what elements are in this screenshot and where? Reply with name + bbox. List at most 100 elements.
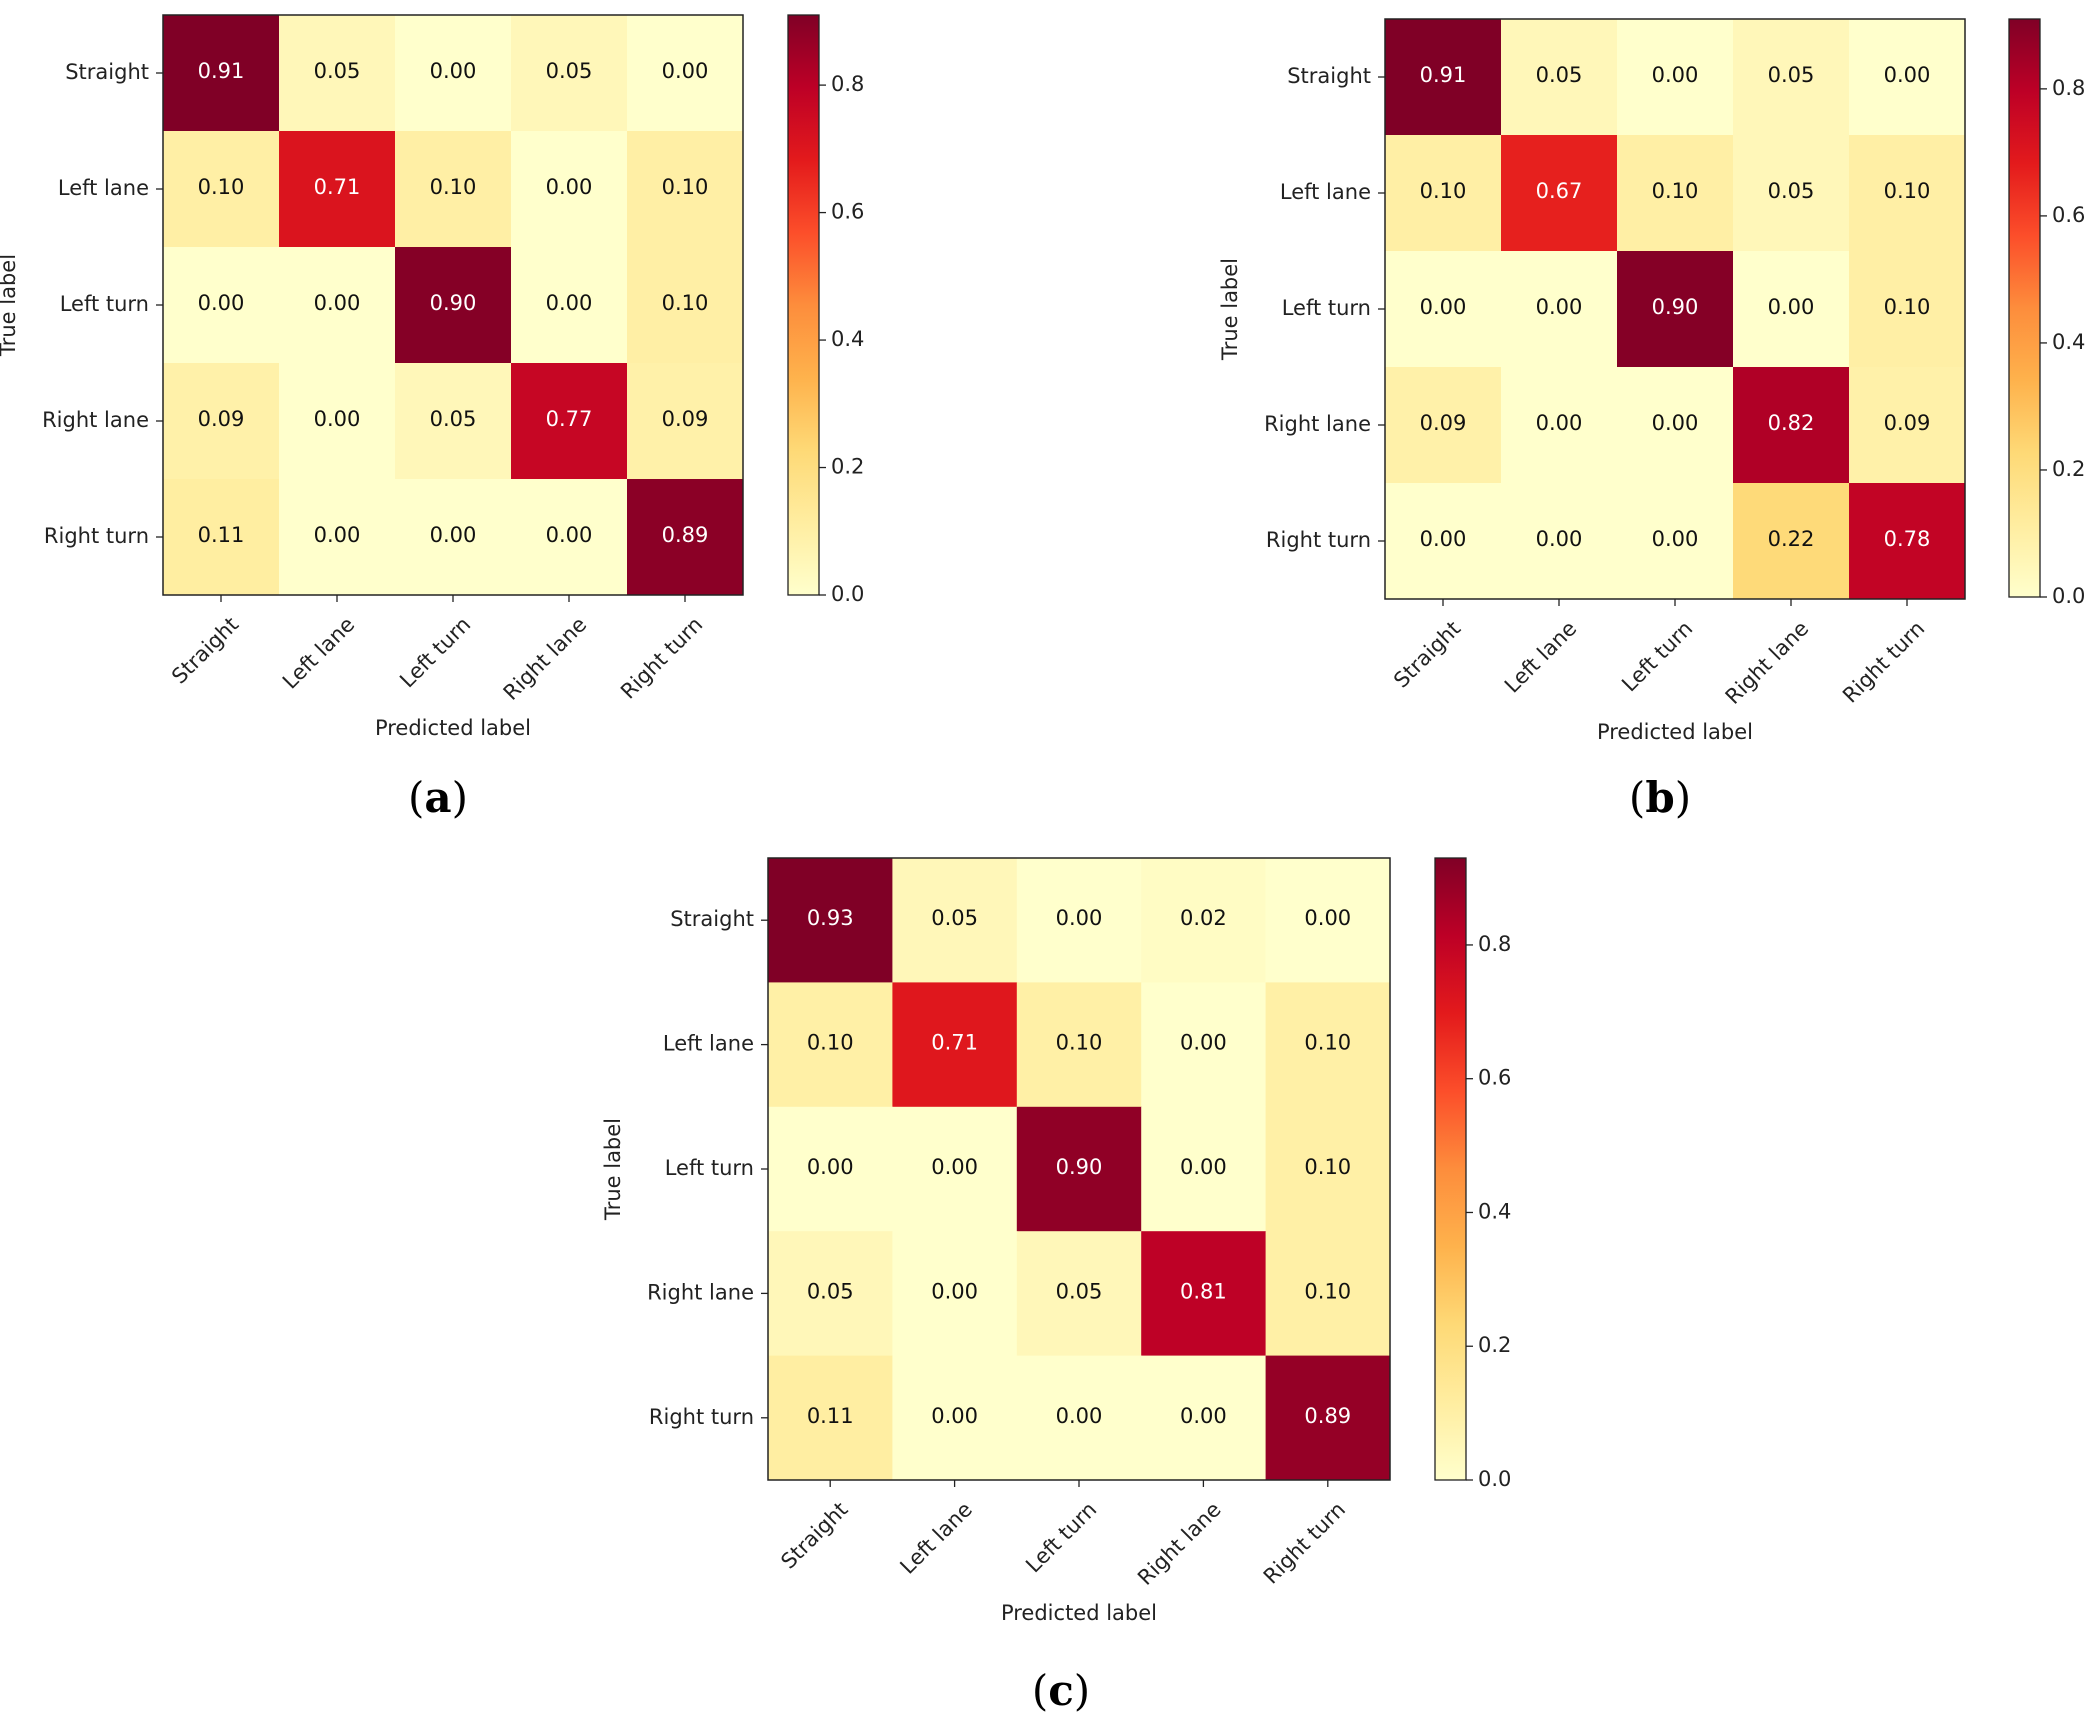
cell-value-a-r2-c4: 0.10 [662, 291, 709, 315]
cell-b-r4-c1 [1501, 483, 1618, 600]
cell-c-r2-c4 [1265, 1106, 1391, 1232]
cell-c-r3-c2 [1016, 1231, 1142, 1357]
cell-b-r0-c0 [1385, 19, 1502, 136]
colorbar-tick-label-c-3: 0.6 [1478, 1066, 1511, 1090]
x-axis-title-c: Predicted label [1001, 1601, 1157, 1625]
cell-c-r0-c2 [1016, 858, 1142, 983]
cell-value-a-r4-c3: 0.00 [546, 523, 593, 547]
y-tick-label-a-0: Straight [65, 60, 149, 84]
cell-value-a-r4-c1: 0.00 [314, 523, 361, 547]
cell-b-r1-c3 [1733, 135, 1850, 252]
cell-value-a-r0-c0: 0.91 [198, 59, 245, 83]
cell-b-r1-c1 [1501, 135, 1618, 252]
colorbar-tick-label-a-4: 0.8 [831, 72, 864, 96]
cell-value-a-r2-c1: 0.00 [314, 291, 361, 315]
cell-value-c-r3-c0: 0.05 [807, 1279, 854, 1303]
cell-b-r0-c1 [1501, 19, 1618, 136]
cell-a-r4-c1 [279, 479, 396, 596]
cell-c-r4-c3 [1141, 1355, 1267, 1481]
cell-b-r4-c0 [1385, 483, 1502, 600]
cell-value-a-r1-c4: 0.10 [662, 175, 709, 199]
cell-a-r4-c0 [163, 479, 280, 596]
cell-value-c-r1-c1: 0.71 [931, 1031, 978, 1055]
cell-value-c-r2-c2: 0.90 [1056, 1155, 1103, 1179]
panels: 0.91 0.05 0.00 0.05 0.00 0.10 0.71 0.10 0.00 0.10… [0, 14, 2085, 1625]
cell-value-c-r1-c0: 0.10 [807, 1031, 854, 1055]
y-axis-title-b: True label [1218, 258, 1242, 361]
cell-value-c-r2-c3: 0.00 [1180, 1155, 1227, 1179]
cell-value-c-r0-c4: 0.00 [1304, 906, 1351, 930]
cell-value-c-r4-c1: 0.00 [931, 1404, 978, 1428]
cell-value-b-r2-c1: 0.00 [1536, 295, 1583, 319]
cell-value-a-r1-c0: 0.10 [198, 175, 245, 199]
cell-a-r3-c3 [511, 363, 628, 480]
cell-b-r2-c3 [1733, 251, 1850, 368]
colorbar-tick-label-c-4: 0.8 [1478, 932, 1511, 956]
cell-c-r1-c4 [1265, 982, 1391, 1108]
colorbar-tick-label-c-2: 0.4 [1478, 1199, 1511, 1223]
cell-value-b-r4-c1: 0.00 [1536, 527, 1583, 551]
cell-b-r1-c4 [1849, 135, 1966, 252]
cell-value-c-r2-c0: 0.00 [807, 1155, 854, 1179]
confusion-matrix-a: 0.91 0.05 0.00 0.05 0.00 0.10 0.71 0.10 0.00 0.10… [0, 14, 864, 740]
cell-value-b-r2-c2: 0.90 [1652, 295, 1699, 319]
cell-a-r0-c1 [279, 15, 396, 132]
cell-b-r0-c4 [1849, 19, 1966, 136]
cell-value-c-r3-c1: 0.00 [931, 1279, 978, 1303]
cell-b-r3-c2 [1617, 367, 1734, 484]
colorbar-tick-label-a-2: 0.4 [831, 327, 864, 351]
cell-value-b-r4-c4: 0.78 [1884, 527, 1931, 551]
cell-a-r2-c4 [627, 247, 744, 364]
cell-value-c-r3-c2: 0.05 [1056, 1279, 1103, 1303]
cell-c-r3-c0 [768, 1231, 893, 1357]
colorbar-tick-label-b-4: 0.8 [2052, 76, 2085, 100]
panel-label-c: (c) [1032, 1666, 1090, 1715]
cell-value-a-r0-c2: 0.00 [430, 59, 477, 83]
cell-value-a-r0-c4: 0.00 [662, 59, 709, 83]
cell-a-r0-c4 [627, 15, 744, 132]
cell-c-r3-c3 [1141, 1231, 1267, 1357]
x-tick-label-c-3: Right lane [1133, 1497, 1226, 1590]
cell-value-a-r0-c3: 0.05 [546, 59, 593, 83]
y-tick-label-b-0: Straight [1287, 64, 1371, 88]
cell-value-a-r4-c2: 0.00 [430, 523, 477, 547]
cell-c-r0-c4 [1265, 858, 1391, 983]
cell-value-a-r1-c2: 0.10 [430, 175, 477, 199]
cell-b-r2-c4 [1849, 251, 1966, 368]
cell-value-b-r0-c1: 0.05 [1536, 63, 1583, 87]
cell-value-c-r4-c4: 0.89 [1304, 1404, 1351, 1428]
x-tick-label-a-3: Right lane [499, 612, 592, 705]
colorbar-tick-label-a-3: 0.6 [831, 200, 864, 224]
colorbar-tick-label-a-1: 0.2 [831, 455, 864, 479]
cell-b-r0-c3 [1733, 19, 1850, 136]
cell-value-b-r0-c4: 0.00 [1884, 63, 1931, 87]
y-tick-label-a-2: Left turn [60, 292, 149, 316]
cell-c-r0-c1 [892, 858, 1018, 983]
panel-label-a: (a) [408, 773, 468, 822]
cell-value-a-r3-c4: 0.09 [662, 407, 709, 431]
x-axis-title-a: Predicted label [375, 716, 531, 740]
cell-value-c-r0-c0: 0.93 [807, 906, 854, 930]
cell-b-r2-c0 [1385, 251, 1502, 368]
cell-value-b-r4-c0: 0.00 [1420, 527, 1467, 551]
cell-b-r0-c2 [1617, 19, 1734, 136]
x-tick-label-c-1: Left lane [895, 1497, 976, 1578]
cell-value-b-r3-c2: 0.00 [1652, 411, 1699, 435]
cell-c-r2-c1 [892, 1106, 1018, 1232]
cell-value-b-r0-c3: 0.05 [1768, 63, 1815, 87]
cell-value-b-r1-c2: 0.10 [1652, 179, 1699, 203]
cell-b-r2-c1 [1501, 251, 1618, 368]
cell-b-r2-c2 [1617, 251, 1734, 368]
cell-a-r0-c3 [511, 15, 628, 132]
x-tick-label-c-0: Straight [776, 1497, 852, 1573]
cell-b-r3-c1 [1501, 367, 1618, 484]
cell-value-a-r3-c3: 0.77 [546, 407, 593, 431]
cell-c-r1-c0 [768, 982, 893, 1108]
cell-value-c-r4-c3: 0.00 [1180, 1404, 1227, 1428]
cell-value-a-r3-c2: 0.05 [430, 407, 477, 431]
cell-value-a-r1-c3: 0.00 [546, 175, 593, 199]
cell-value-c-r2-c4: 0.10 [1304, 1155, 1351, 1179]
cell-value-b-r1-c4: 0.10 [1884, 179, 1931, 203]
colorbar-tick-label-b-1: 0.2 [2052, 457, 2085, 481]
